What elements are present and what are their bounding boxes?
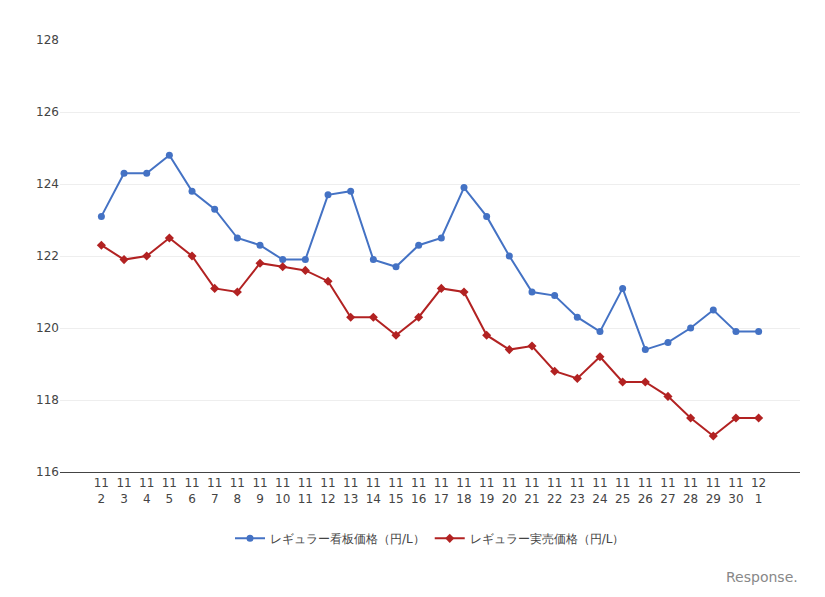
svg-text:113: 113 bbox=[116, 476, 131, 506]
svg-text:1117: 1117 bbox=[434, 476, 449, 506]
svg-text:1120: 1120 bbox=[502, 476, 517, 506]
svg-text:1122: 1122 bbox=[547, 476, 562, 506]
svg-text:112: 112 bbox=[94, 476, 109, 506]
svg-text:1124: 1124 bbox=[592, 476, 607, 506]
svg-text:1119: 1119 bbox=[479, 476, 494, 506]
svg-text:1113: 1113 bbox=[343, 476, 358, 506]
svg-text:1123: 1123 bbox=[570, 476, 585, 506]
svg-text:118: 118 bbox=[36, 393, 59, 407]
svg-text:1112: 1112 bbox=[320, 476, 335, 506]
svg-text:1118: 1118 bbox=[456, 476, 471, 506]
svg-text:126: 126 bbox=[36, 105, 59, 119]
svg-text:117: 117 bbox=[207, 476, 222, 506]
svg-text:レギュラー看板価格（円/L）: レギュラー看板価格（円/L） bbox=[270, 532, 425, 546]
svg-text:1125: 1125 bbox=[615, 476, 630, 506]
svg-text:116: 116 bbox=[36, 465, 59, 479]
svg-text:124: 124 bbox=[36, 177, 59, 191]
svg-text:128: 128 bbox=[36, 33, 59, 47]
svg-text:1126: 1126 bbox=[638, 476, 653, 506]
svg-text:1130: 1130 bbox=[728, 476, 743, 506]
svg-text:120: 120 bbox=[36, 321, 59, 335]
svg-text:114: 114 bbox=[139, 476, 154, 506]
svg-text:121: 121 bbox=[751, 476, 766, 506]
svg-text:1127: 1127 bbox=[660, 476, 675, 506]
svg-text:1121: 1121 bbox=[524, 476, 539, 506]
svg-text:1129: 1129 bbox=[706, 476, 721, 506]
svg-text:119: 119 bbox=[252, 476, 267, 506]
svg-text:116: 116 bbox=[184, 476, 199, 506]
svg-text:1110: 1110 bbox=[275, 476, 290, 506]
svg-text:115: 115 bbox=[162, 476, 177, 506]
svg-text:1115: 1115 bbox=[388, 476, 403, 506]
svg-text:1114: 1114 bbox=[366, 476, 381, 506]
svg-text:1128: 1128 bbox=[683, 476, 698, 506]
svg-text:Response.: Response. bbox=[726, 569, 798, 585]
svg-text:1111: 1111 bbox=[298, 476, 313, 506]
svg-text:122: 122 bbox=[36, 249, 59, 263]
svg-text:レギュラー実売価格（円/L）: レギュラー実売価格（円/L） bbox=[470, 532, 625, 546]
svg-text:1116: 1116 bbox=[411, 476, 426, 506]
svg-text:118: 118 bbox=[230, 476, 245, 506]
